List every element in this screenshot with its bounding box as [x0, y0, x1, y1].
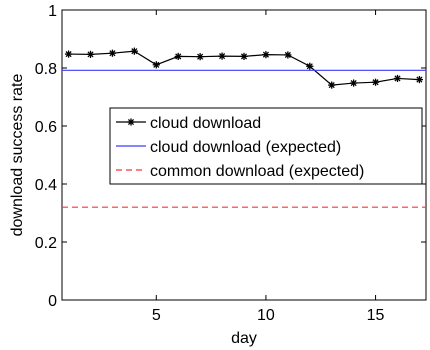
data-point-marker	[328, 81, 336, 89]
y-tick-label: 0.6	[35, 119, 57, 136]
data-point-marker	[371, 78, 380, 86]
legend: cloud download cloud download (expected)…	[109, 107, 423, 185]
legend-label-cloud-download: cloud download	[150, 115, 261, 132]
y-axis-title: download success rate	[9, 74, 26, 237]
x-tick-label: 5	[152, 307, 161, 324]
y-tick-label: 0.2	[35, 235, 57, 252]
data-point-marker	[174, 52, 182, 60]
data-point-marker	[350, 79, 358, 87]
x-tick-label: 15	[367, 307, 385, 324]
legend-sample-marker	[127, 118, 135, 126]
legend-box	[109, 107, 423, 185]
y-tick-label: 0	[48, 293, 57, 310]
y-tick-label: 0.8	[35, 61, 57, 78]
x-axis-title: day	[231, 330, 257, 347]
legend-label-cloud-download-expected: cloud download (expected)	[150, 139, 341, 156]
legend-label-common-download-expected: common download (expected)	[150, 163, 364, 180]
axis-ticks: 5 10 15 0 0.2 0.4 0.6 0.8 1	[35, 3, 426, 324]
legend-samples	[116, 118, 146, 171]
x-tick-label: 10	[257, 307, 275, 324]
data-point-marker	[86, 50, 95, 58]
data-point-marker	[218, 52, 226, 60]
data-point-marker	[152, 61, 160, 69]
data-point-marker	[64, 50, 73, 58]
data-point-marker	[108, 49, 117, 57]
data-point-marker	[262, 51, 270, 59]
y-tick-label: 1	[48, 3, 57, 20]
data-point-marker	[284, 51, 292, 59]
data-point-marker	[240, 52, 248, 60]
y-tick-label: 0.4	[35, 177, 57, 194]
data-point-marker	[130, 47, 138, 55]
series-layer	[62, 47, 426, 208]
data-point-marker	[415, 76, 424, 84]
data-point-marker	[306, 62, 314, 70]
data-point-marker	[393, 74, 402, 83]
data-point-marker	[196, 53, 204, 61]
